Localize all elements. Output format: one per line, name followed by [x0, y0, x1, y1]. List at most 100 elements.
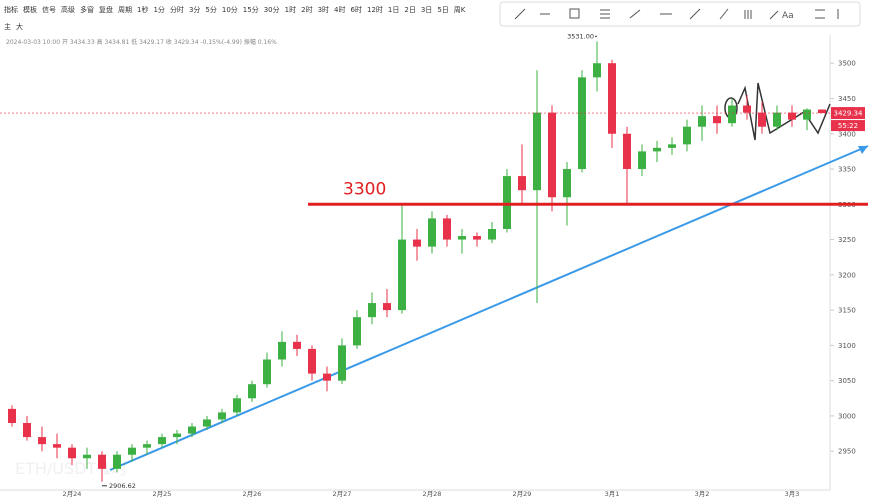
candle-body [38, 437, 46, 445]
period-button[interactable]: 10分 [221, 6, 238, 14]
y-tick-label: 2950 [838, 448, 856, 456]
candle-body [188, 426, 196, 434]
period-button[interactable]: 30分 [263, 6, 280, 14]
candle-body [413, 239, 421, 247]
period-button[interactable]: 12时 [366, 6, 383, 14]
y-tick-label: 3000 [838, 412, 856, 420]
candle-body [818, 109, 826, 114]
candle-body [158, 437, 166, 445]
candle-body [698, 116, 706, 127]
tool-button[interactable]: 大 [16, 23, 23, 31]
candle-body [308, 348, 316, 374]
candle-body [473, 236, 481, 240]
y-tick-label: 3050 [838, 377, 856, 385]
y-tick-label: 3450 [838, 95, 856, 103]
period-button[interactable]: 3分 [188, 6, 201, 14]
candle-body [428, 218, 436, 247]
toolbar-button[interactable]: 高级 [61, 6, 75, 14]
period-button[interactable]: 分时 [169, 6, 184, 14]
period-button[interactable]: 5分 [205, 6, 217, 14]
x-tick-label: 3月2 [695, 490, 710, 498]
toolbar-button[interactable]: 模板 [23, 6, 37, 14]
candle-body [248, 384, 256, 399]
max-label: 3531.00 [567, 32, 594, 40]
candle-body [638, 151, 646, 170]
toolbar-button[interactable]: 指标 [4, 6, 18, 14]
period-button[interactable]: 1分 [153, 6, 165, 14]
candle-body [8, 408, 16, 423]
candle-body [758, 112, 766, 127]
candle-body [278, 341, 286, 360]
candle-body [263, 359, 271, 385]
candle-body [113, 454, 121, 469]
candle-body [23, 422, 31, 438]
candle-body [788, 112, 796, 120]
x-tick-label: 2月29 [513, 490, 532, 498]
y-tick-label: 3200 [838, 271, 856, 279]
toolbar-button[interactable]: 信号 [42, 6, 56, 14]
x-tick-label: 3月3 [785, 490, 800, 498]
period-button[interactable]: 1时 [284, 6, 297, 14]
tool-text: Aa [782, 11, 794, 21]
candle-body [668, 144, 676, 148]
period-button[interactable]: 5日 [437, 6, 449, 14]
period-button[interactable]: 3日 [420, 6, 433, 14]
period-button[interactable]: 2时 [301, 6, 313, 14]
candle-body [293, 341, 301, 349]
candle-body [383, 303, 391, 311]
trend-line [109, 145, 869, 471]
period-button[interactable]: 4时 [334, 6, 346, 14]
period-button[interactable]: 15分 [242, 6, 259, 14]
candle-body [83, 454, 91, 459]
price-tag [831, 107, 865, 120]
period-button[interactable]: 2日 [404, 6, 416, 14]
ohlc-info: 2024-03-03 10:00 开 3434.33 高 3434.81 低 3… [6, 39, 277, 46]
candle-body [98, 454, 106, 469]
candle-body [353, 317, 361, 346]
candle-body [608, 63, 616, 134]
min-label: 2906.62 [109, 482, 136, 490]
candle-body [683, 126, 691, 145]
period-button[interactable]: 1秒 [137, 6, 149, 14]
candle-body [398, 239, 406, 311]
price-tag-label: 3429.34 [834, 110, 863, 118]
trend-arrow [858, 146, 868, 154]
candle-body [458, 236, 466, 240]
period-button[interactable]: 6时 [350, 6, 362, 14]
toolbar-button[interactable]: 多窗 [80, 6, 94, 14]
candle-body [773, 112, 781, 127]
candle-body [323, 373, 331, 381]
candle-body [488, 228, 496, 240]
y-tick-label: 3150 [838, 307, 856, 315]
countdown-tag [831, 120, 865, 132]
x-tick-label: 3月1 [605, 490, 620, 498]
x-tick-label: 2月26 [243, 490, 262, 498]
candle-body [533, 112, 541, 191]
period-button[interactable]: 3时 [317, 6, 330, 14]
drawing-icons [514, 8, 839, 20]
candle-body [623, 133, 631, 170]
tool-row: 主大 [4, 22, 28, 32]
candle-body [653, 147, 661, 152]
period-button[interactable]: 周K [453, 6, 466, 14]
y-tick-label: 3350 [838, 166, 856, 174]
watermark: ETH/USDT 1时 [15, 459, 128, 478]
toolbar-button[interactable]: 周期 [118, 6, 132, 14]
period-button[interactable]: 1日 [387, 6, 400, 14]
candle-body [743, 105, 751, 113]
candle-body [128, 447, 136, 455]
candle-body [443, 218, 451, 240]
y-tick-label: 3100 [838, 342, 856, 350]
candle-body [53, 444, 61, 448]
candle-body [563, 169, 571, 198]
candle-body [503, 176, 511, 229]
y-tick-label: 3500 [838, 60, 856, 68]
candle-body [518, 176, 526, 191]
tool-button[interactable]: 主 [4, 23, 11, 31]
candle-body [68, 447, 76, 459]
candle-body [173, 433, 181, 438]
toolbar-button[interactable]: 复盘 [99, 6, 113, 14]
x-tick-label: 2月24 [63, 490, 82, 498]
